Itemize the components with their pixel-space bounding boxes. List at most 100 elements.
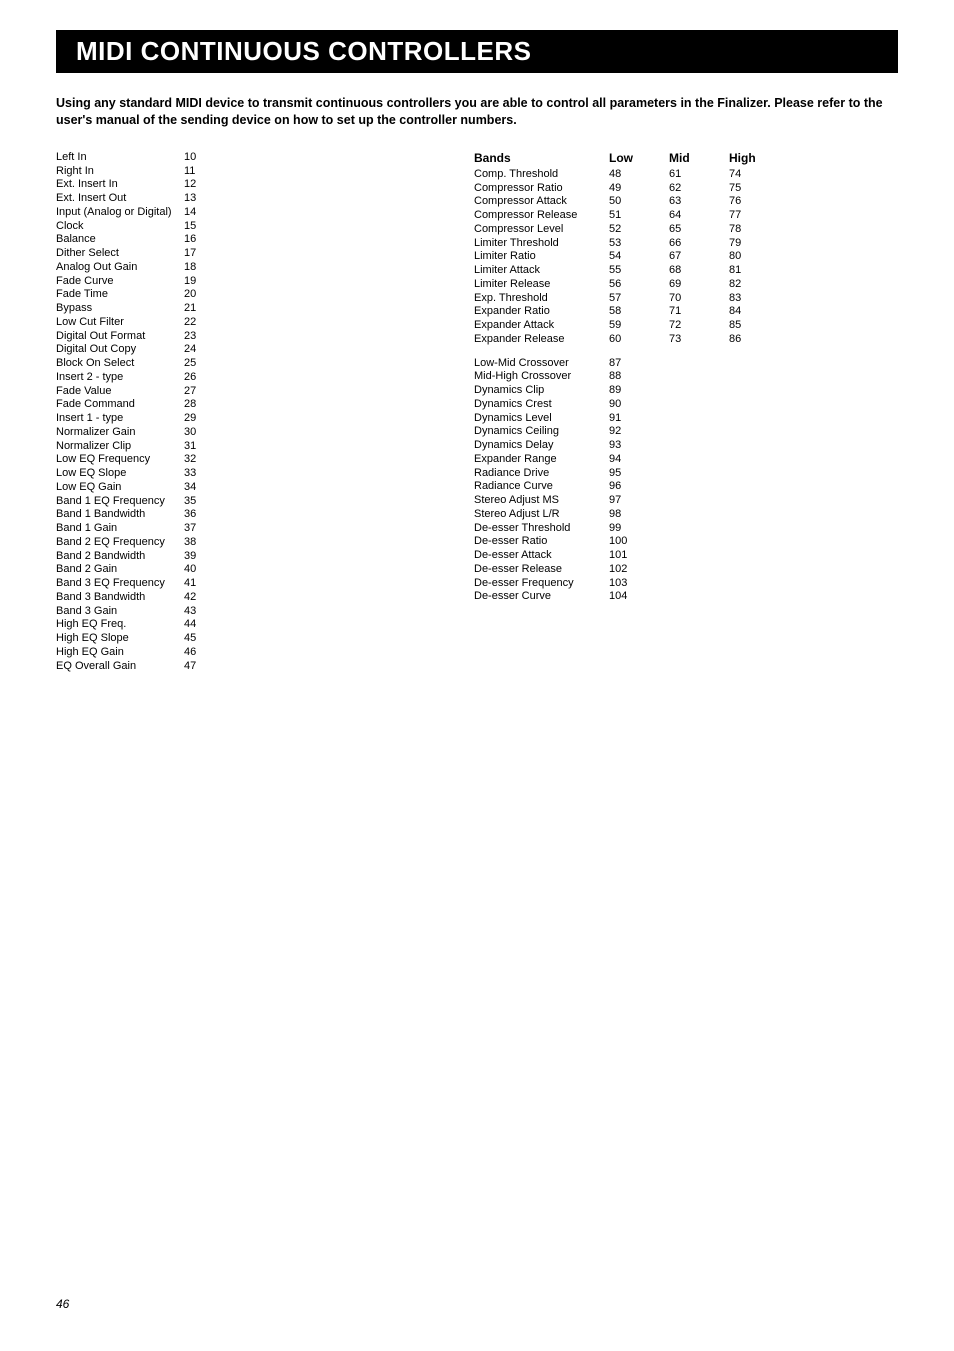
table-row: Insert 2 - type26 — [56, 371, 214, 385]
param-cc: 38 — [184, 536, 214, 550]
table-row: Compressor Release516477 — [474, 209, 789, 223]
param-name: Radiance Drive — [474, 467, 609, 481]
table-row: Exp. Threshold577083 — [474, 292, 789, 306]
param-cc: 89 — [609, 384, 669, 398]
param-name: Ext. Insert Out — [56, 192, 184, 206]
table-row: Limiter Attack556881 — [474, 264, 789, 278]
cc-low: 55 — [609, 264, 669, 278]
table-row: Limiter Release566982 — [474, 278, 789, 292]
param-name: Stereo Adjust L/R — [474, 508, 609, 522]
cc-mid: 65 — [669, 223, 729, 237]
param-name: High EQ Slope — [56, 632, 184, 646]
table-row: De-esser Curve104 — [474, 590, 789, 604]
param-name: EQ Overall Gain — [56, 660, 184, 674]
param-name: High EQ Gain — [56, 646, 184, 660]
param-name: Expander Range — [474, 453, 609, 467]
param-cc: 104 — [609, 590, 669, 604]
param-cc: 20 — [184, 288, 214, 302]
table-row: EQ Overall Gain47 — [56, 660, 214, 674]
param-cc: 12 — [184, 178, 214, 192]
param-name: Band 2 Bandwidth — [56, 550, 184, 564]
table-row: Expander Ratio587184 — [474, 305, 789, 319]
table-row: Low EQ Gain34 — [56, 481, 214, 495]
table-row: High EQ Gain46 — [56, 646, 214, 660]
spacer — [474, 347, 789, 357]
table-row: Dynamics Crest90 — [474, 398, 789, 412]
param-name: Compressor Attack — [474, 195, 609, 209]
param-name: Comp. Threshold — [474, 168, 609, 182]
table-row: De-esser Frequency103 — [474, 577, 789, 591]
param-cc: 100 — [609, 535, 669, 549]
param-name: Expander Ratio — [474, 305, 609, 319]
param-name: Band 3 Bandwidth — [56, 591, 184, 605]
table-row: Band 3 EQ Frequency41 — [56, 577, 214, 591]
param-cc: 92 — [609, 425, 669, 439]
cc-low: 50 — [609, 195, 669, 209]
param-cc: 14 — [184, 206, 214, 220]
table-row: Stereo Adjust MS97 — [474, 494, 789, 508]
param-cc: 46 — [184, 646, 214, 660]
param-cc: 43 — [184, 605, 214, 619]
param-name: Compressor Ratio — [474, 182, 609, 196]
param-cc: 35 — [184, 495, 214, 509]
param-cc: 21 — [184, 302, 214, 316]
param-cc: 45 — [184, 632, 214, 646]
param-cc: 103 — [609, 577, 669, 591]
param-name: Expander Attack — [474, 319, 609, 333]
param-name: Normalizer Clip — [56, 440, 184, 454]
param-cc: 36 — [184, 508, 214, 522]
table-row: Radiance Curve96 — [474, 480, 789, 494]
extra-table-body: Low-Mid Crossover87Mid-High Crossover88D… — [474, 357, 789, 605]
bands-table-body: Comp. Threshold486174Compressor Ratio496… — [474, 168, 789, 347]
param-name: Low EQ Frequency — [56, 453, 184, 467]
param-name: Low Cut Filter — [56, 316, 184, 330]
param-cc: 18 — [184, 261, 214, 275]
param-cc: 91 — [609, 412, 669, 426]
param-name: Low EQ Slope — [56, 467, 184, 481]
table-row: Expander Attack597285 — [474, 319, 789, 333]
table-row: Stereo Adjust L/R98 — [474, 508, 789, 522]
table-row: Digital Out Format23 — [56, 330, 214, 344]
table-row: Band 2 EQ Frequency38 — [56, 536, 214, 550]
cc-high: 78 — [729, 223, 789, 237]
table-row: De-esser Attack101 — [474, 549, 789, 563]
param-name: De-esser Release — [474, 563, 609, 577]
param-cc: 40 — [184, 563, 214, 577]
table-row: Fade Command28 — [56, 398, 214, 412]
param-name: Limiter Release — [474, 278, 609, 292]
table-row: Mid-High Crossover88 — [474, 370, 789, 384]
table-row: Right In11 — [56, 165, 214, 179]
param-name: Low EQ Gain — [56, 481, 184, 495]
table-row: Clock15 — [56, 220, 214, 234]
table-row: Dither Select17 — [56, 247, 214, 261]
cc-mid: 69 — [669, 278, 729, 292]
page-header: MIDI CONTINUOUS CONTROLLERS — [56, 30, 898, 73]
cc-mid: 70 — [669, 292, 729, 306]
table-row: Band 2 Gain40 — [56, 563, 214, 577]
cc-mid: 71 — [669, 305, 729, 319]
param-cc: 19 — [184, 275, 214, 289]
param-name: Normalizer Gain — [56, 426, 184, 440]
cc-mid: 68 — [669, 264, 729, 278]
cc-mid: 66 — [669, 237, 729, 251]
cc-high: 85 — [729, 319, 789, 333]
param-name: Dither Select — [56, 247, 184, 261]
param-cc: 29 — [184, 412, 214, 426]
cc-low: 52 — [609, 223, 669, 237]
param-name: Stereo Adjust MS — [474, 494, 609, 508]
table-row: Dynamics Ceiling92 — [474, 425, 789, 439]
table-row: Band 1 Bandwidth36 — [56, 508, 214, 522]
table-row: Comp. Threshold486174 — [474, 168, 789, 182]
param-name: Dynamics Ceiling — [474, 425, 609, 439]
page-number: 46 — [56, 1297, 69, 1311]
param-cc: 17 — [184, 247, 214, 261]
table-row: Block On Select25 — [56, 357, 214, 371]
param-name: Fade Command — [56, 398, 184, 412]
cc-high: 81 — [729, 264, 789, 278]
cc-low: 60 — [609, 333, 669, 347]
table-row: Dynamics Clip89 — [474, 384, 789, 398]
cc-high: 76 — [729, 195, 789, 209]
param-name: Band 3 EQ Frequency — [56, 577, 184, 591]
table-row: Analog Out Gain18 — [56, 261, 214, 275]
table-row: Dynamics Level91 — [474, 412, 789, 426]
